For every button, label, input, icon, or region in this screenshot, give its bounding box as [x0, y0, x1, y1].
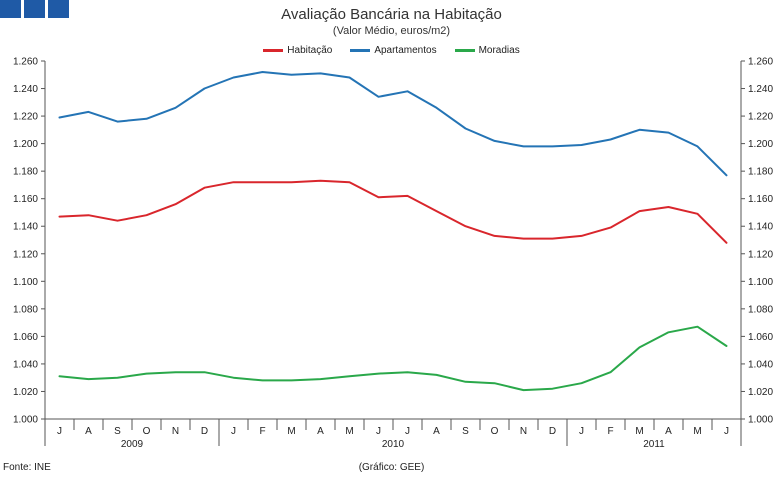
x-tick-label: S [462, 426, 469, 437]
y-tick-label-left: 1.040 [13, 359, 38, 370]
x-tick-label: F [259, 426, 265, 437]
x-tick-label: A [433, 426, 440, 437]
series-line-habitacao [58, 179, 728, 244]
source-note: Fonte: INE [3, 462, 51, 473]
x-tick-label: J [231, 426, 236, 437]
y-tick-label-right: 1.100 [748, 277, 773, 288]
x-tick-label: D [549, 426, 556, 437]
x-tick-label: A [85, 426, 92, 437]
x-tick-label: O [143, 426, 151, 437]
x-tick-label: J [579, 426, 584, 437]
y-tick-label-right: 1.160 [748, 194, 773, 205]
legend-swatch-apartamentos [350, 49, 371, 52]
x-tick-label: J [724, 426, 729, 437]
year-label: 2009 [121, 439, 144, 450]
y-tick-label-right: 1.060 [748, 332, 773, 343]
x-tick-label: J [376, 426, 381, 437]
y-tick-label-left: 1.240 [13, 84, 38, 95]
x-tick-label: N [520, 426, 527, 437]
year-label: 2010 [382, 439, 405, 450]
y-tick-label-left: 1.020 [13, 387, 38, 398]
y-tick-label-left: 1.140 [13, 222, 38, 233]
x-tick-label: F [607, 426, 613, 437]
legend-item-moradias: Moradias [454, 45, 520, 56]
legend-label-habitacao: Habitação [287, 45, 333, 56]
y-tick-label-right: 1.120 [748, 249, 773, 260]
chart-legend: Habitação Apartamentos Moradias [0, 45, 783, 56]
logo-block [24, 0, 45, 18]
x-tick-label: S [114, 426, 121, 437]
legend-item-habitacao: Habitação [263, 45, 332, 56]
y-tick-label-left: 1.260 [13, 57, 38, 68]
series-line-apartamentos [58, 71, 728, 177]
gee-logo [0, 0, 69, 18]
y-tick-label-right: 1.080 [748, 304, 773, 315]
legend-swatch-habitacao [263, 49, 284, 52]
y-tick-label-right: 1.140 [748, 222, 773, 233]
year-label: 2011 [643, 439, 665, 450]
y-tick-label-right: 1.020 [748, 387, 773, 398]
series-line-moradias [58, 325, 728, 392]
y-tick-label-left: 1.060 [13, 332, 38, 343]
y-tick-label-left: 1.180 [13, 167, 38, 178]
x-tick-label: A [317, 426, 324, 437]
x-tick-label: A [665, 426, 672, 437]
logo-block [48, 0, 69, 18]
y-tick-label-right: 1.040 [748, 359, 773, 370]
y-tick-label-right: 1.200 [748, 139, 773, 150]
y-tick-label-left: 1.080 [13, 304, 38, 315]
y-tick-label-left: 1.120 [13, 249, 38, 260]
y-tick-label-left: 1.200 [13, 139, 38, 150]
legend-label-apartamentos: Apartamentos [374, 45, 437, 56]
x-tick-label: M [287, 426, 295, 437]
y-tick-label-left: 1.100 [13, 277, 38, 288]
legend-item-apartamentos: Apartamentos [350, 45, 437, 56]
y-tick-label-right: 1.220 [748, 112, 773, 123]
y-tick-label-right: 1.180 [748, 167, 773, 178]
x-tick-label: M [345, 426, 353, 437]
x-tick-label: J [405, 426, 410, 437]
chart-subtitle: (Valor Médio, euros/m2) [332, 25, 451, 37]
x-tick-label: M [635, 426, 643, 437]
x-tick-label: N [172, 426, 179, 437]
y-tick-label-right: 1.000 [748, 415, 773, 426]
legend-label-moradias: Moradias [478, 45, 520, 56]
legend-swatch-moradias [454, 49, 475, 52]
y-tick-label-right: 1.240 [748, 84, 773, 95]
logo-block [0, 0, 21, 18]
x-tick-label: J [57, 426, 62, 437]
y-tick-label-left: 1.000 [13, 415, 38, 426]
x-tick-label: M [693, 426, 701, 437]
x-tick-label: O [491, 426, 499, 437]
x-tick-label: D [201, 426, 208, 437]
chart-title: Avaliação Bancária na Habitação [281, 6, 502, 23]
y-tick-label-right: 1.260 [748, 57, 773, 68]
y-tick-label-left: 1.220 [13, 112, 38, 123]
chart-credit: (Gráfico: GEE) [358, 462, 425, 473]
y-tick-label-left: 1.160 [13, 194, 38, 205]
